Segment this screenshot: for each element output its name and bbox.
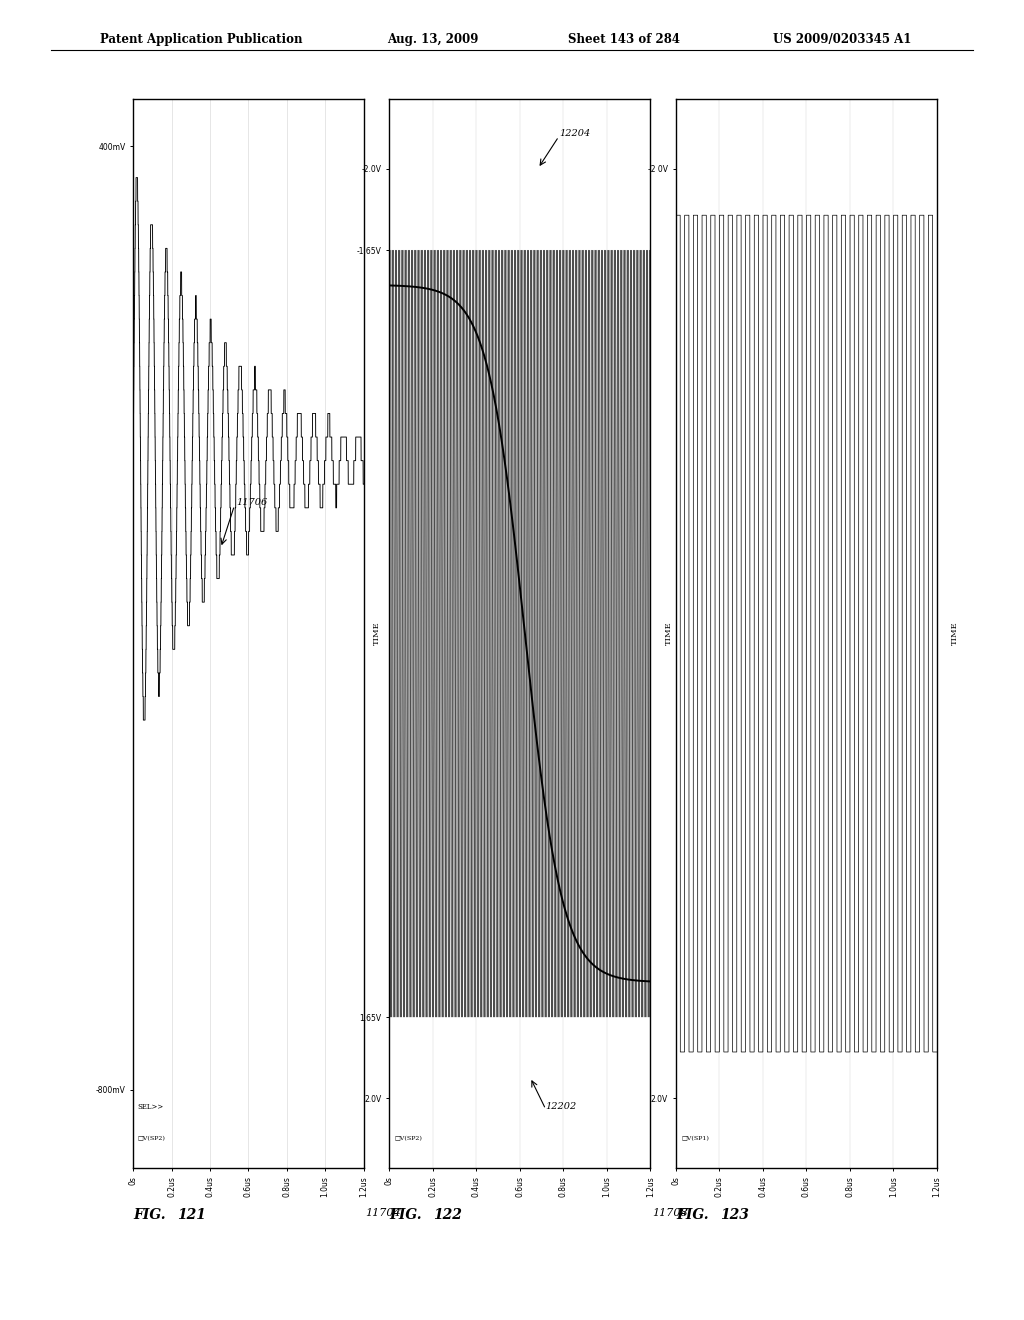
Text: □V(SP2): □V(SP2)	[137, 1137, 166, 1142]
Text: □V(SP2): □V(SP2)	[394, 1137, 422, 1142]
Text: US 2009/0203345 A1: US 2009/0203345 A1	[773, 33, 911, 46]
Text: □V(SP1): □V(SP1)	[681, 1137, 709, 1142]
Text: TIME: TIME	[374, 622, 381, 645]
Text: FIG.: FIG.	[133, 1208, 166, 1222]
Text: FIG.: FIG.	[389, 1208, 422, 1222]
Text: 11706: 11706	[237, 498, 268, 507]
Text: SEL>>: SEL>>	[137, 1104, 164, 1111]
Text: 123: 123	[720, 1208, 749, 1222]
Text: 12204: 12204	[559, 129, 590, 139]
Text: 11704: 11704	[366, 1208, 401, 1218]
Text: TIME: TIME	[951, 622, 959, 645]
Text: Aug. 13, 2009: Aug. 13, 2009	[387, 33, 478, 46]
Text: 121: 121	[177, 1208, 206, 1222]
Text: 11708: 11708	[652, 1208, 688, 1218]
Text: FIG.: FIG.	[676, 1208, 709, 1222]
Text: Patent Application Publication: Patent Application Publication	[100, 33, 303, 46]
Text: TIME: TIME	[665, 622, 673, 645]
Text: Sheet 143 of 284: Sheet 143 of 284	[568, 33, 680, 46]
Text: 12202: 12202	[546, 1102, 578, 1111]
Text: 122: 122	[433, 1208, 462, 1222]
